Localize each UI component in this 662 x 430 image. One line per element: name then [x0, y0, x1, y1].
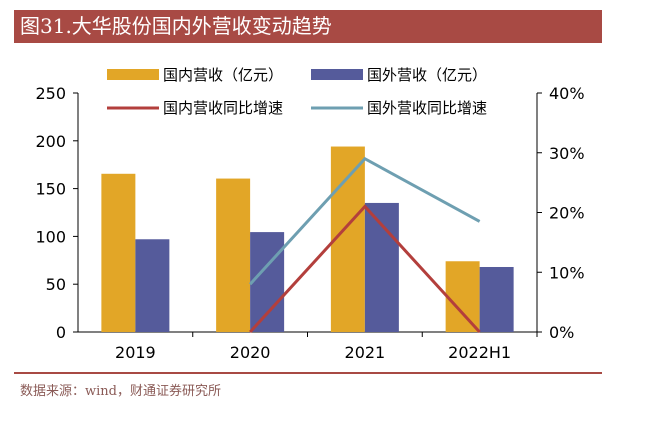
- left-axis-ticks: 0 50 100 150 200 250: [35, 84, 78, 342]
- series-lines: [249, 156, 481, 334]
- legend-swatch-domestic-revenue: [107, 69, 159, 80]
- x-tick-label: 2022H1: [448, 343, 511, 362]
- right-axis-ticks: 0% 10% 20% 30% 40%: [537, 84, 585, 342]
- right-tick-label: 20%: [549, 204, 585, 223]
- title-bar: 图31.大华股份国内外营收变动趋势: [14, 10, 602, 43]
- right-tick-label: 30%: [549, 144, 585, 163]
- right-tick-label: 10%: [549, 263, 585, 282]
- bar-domestic-revenue: [216, 178, 251, 332]
- left-tick-label: 150: [35, 180, 66, 199]
- bar-overseas-revenue: [364, 202, 399, 332]
- bar-overseas-revenue: [250, 232, 285, 332]
- source-divider: [14, 372, 602, 374]
- x-axis-ticks: 2019 2020 2021 2022H1: [115, 332, 538, 362]
- line-overseas-growth: [249, 156, 481, 286]
- chart-title: 图31.大华股份国内外营收变动趋势: [20, 14, 332, 38]
- bar-domestic-revenue: [101, 173, 136, 332]
- legend-swatch-overseas-revenue: [311, 69, 363, 80]
- legend-label-overseas-revenue: 国外营收（亿元）: [367, 66, 487, 84]
- left-tick-label: 50: [46, 275, 66, 294]
- bar-overseas-revenue: [135, 239, 170, 332]
- right-tick-label: 40%: [549, 84, 585, 103]
- legend-label-domestic-growth: 国内营收同比增速: [163, 99, 283, 117]
- bar-domestic-revenue: [445, 261, 480, 332]
- left-tick-label: 0: [56, 323, 66, 342]
- source-note: 数据来源：wind，财通证券研究所: [20, 384, 221, 399]
- bar-overseas-revenue: [479, 266, 514, 332]
- bars: [101, 146, 514, 332]
- left-tick-label: 200: [35, 132, 66, 151]
- right-tick-label: 0%: [549, 323, 574, 342]
- left-tick-label: 100: [35, 227, 66, 246]
- x-tick-label: 2019: [115, 343, 156, 362]
- x-tick-label: 2021: [345, 343, 386, 362]
- line-domestic-growth: [249, 204, 481, 334]
- legend: 国内营收（亿元） 国外营收（亿元） 国内营收同比增速 国外营收同比增速: [107, 66, 487, 117]
- x-tick-label: 2020: [230, 343, 271, 362]
- legend-label-overseas-growth: 国外营收同比增速: [367, 99, 487, 117]
- legend-label-domestic-revenue: 国内营收（亿元）: [163, 66, 283, 84]
- left-tick-label: 250: [35, 84, 66, 103]
